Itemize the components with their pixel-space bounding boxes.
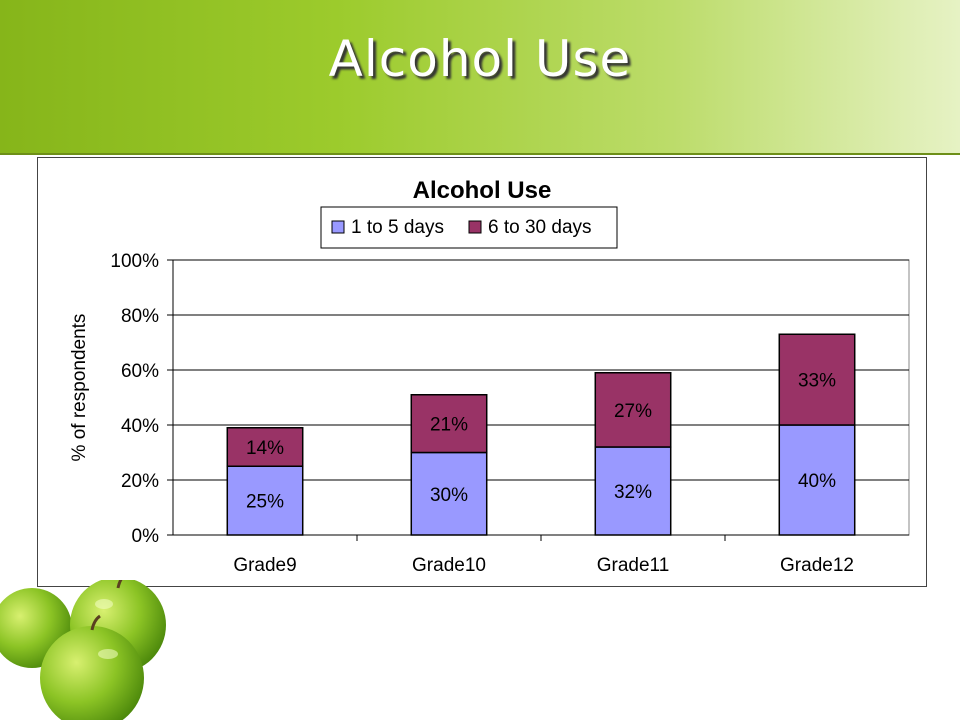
legend-swatch bbox=[468, 220, 482, 234]
y-tick-label: 20% bbox=[121, 471, 159, 492]
y-tick-label: 80% bbox=[121, 306, 159, 327]
stacked-bar-chart: Alcohol Use 1 to 5 days 6 to 30 days 0% 20% 4… bbox=[69, 177, 910, 576]
x-tick-label: Grade9 bbox=[233, 555, 296, 576]
bar-segment bbox=[778, 333, 856, 426]
slide-header bbox=[0, 0, 960, 155]
x-tick-label: Grade10 bbox=[412, 555, 486, 576]
y-tick-label: 40% bbox=[121, 416, 159, 437]
data-label: 40% bbox=[798, 471, 836, 492]
y-tick-label: 60% bbox=[121, 361, 159, 382]
slide-title: Alcohol Use bbox=[328, 30, 632, 88]
bar-segment bbox=[594, 372, 672, 448]
x-tick-label: Grade11 bbox=[597, 555, 670, 576]
header-divider bbox=[0, 153, 960, 155]
bar-segment bbox=[410, 394, 488, 454]
bar-segment bbox=[594, 446, 672, 536]
chart-frame: Alcohol Use 1 to 5 days 6 to 30 days 0% 20% 4… bbox=[37, 157, 927, 587]
data-label: 14% bbox=[246, 438, 284, 459]
data-label: 30% bbox=[430, 485, 468, 506]
x-tick-label: Grade12 bbox=[780, 555, 854, 576]
data-label: 21% bbox=[430, 415, 468, 436]
bar-segment bbox=[226, 465, 304, 536]
legend-swatch bbox=[331, 220, 345, 234]
bar-segment bbox=[778, 424, 856, 536]
chart-title: Alcohol Use bbox=[413, 177, 552, 204]
bar-segment bbox=[410, 451, 488, 536]
y-tick-label: 100% bbox=[110, 251, 159, 272]
data-label: 33% bbox=[798, 371, 836, 392]
legend-label: 6 to 30 days bbox=[488, 217, 592, 238]
y-tick-label: 0% bbox=[132, 526, 160, 547]
green-apples-image bbox=[0, 580, 166, 720]
apple bbox=[40, 626, 144, 720]
y-axis-label: % of respondents bbox=[69, 314, 90, 462]
data-label: 32% bbox=[614, 482, 652, 503]
data-label: 27% bbox=[614, 401, 652, 422]
legend-label: 1 to 5 days bbox=[351, 217, 444, 238]
bar-segment bbox=[226, 427, 304, 467]
data-label: 25% bbox=[246, 492, 284, 513]
